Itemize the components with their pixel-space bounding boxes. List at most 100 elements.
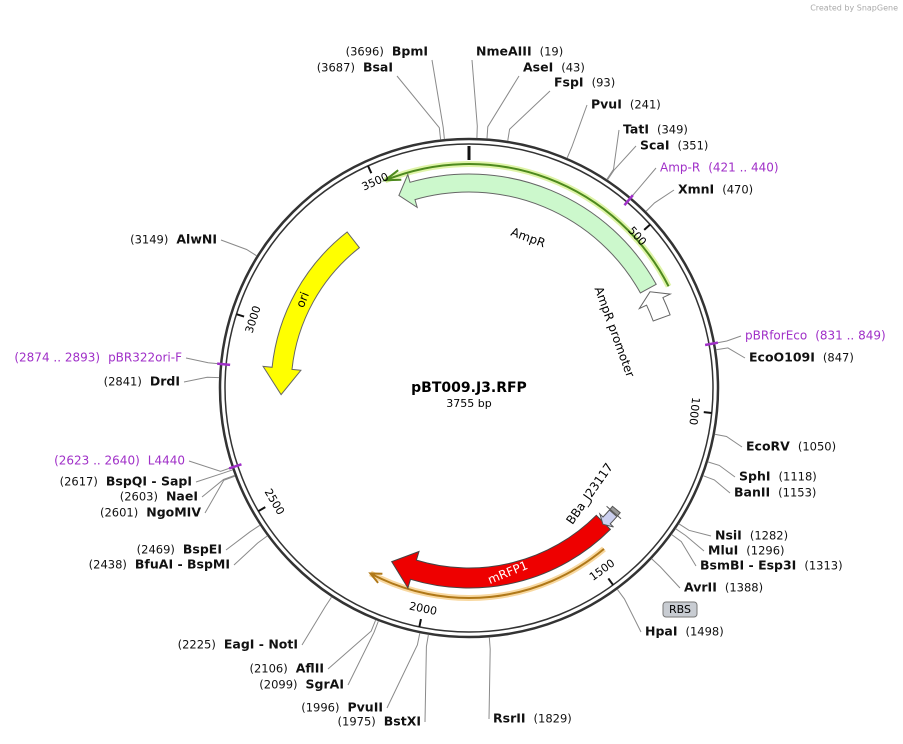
leader-line (702, 475, 731, 494)
label-position: (3149) (130, 233, 168, 247)
leader-line (327, 619, 377, 670)
label-name: FspI (554, 75, 584, 90)
feature-label: RBS (669, 603, 691, 616)
primer-mark (228, 463, 242, 470)
tick-mark (236, 313, 245, 318)
label-position: (2601) (100, 506, 138, 520)
leader-line (301, 596, 333, 646)
label-name: EcoO109I (749, 350, 815, 365)
label-name: RsrII (493, 711, 526, 726)
label-name: PvuI (591, 97, 622, 112)
label-position: (351) (678, 139, 709, 153)
mrfp1-arrow (390, 514, 612, 590)
leader-line (714, 433, 743, 448)
label-name: SphI (739, 469, 771, 484)
feature-label: ori (293, 290, 312, 310)
leader-line (678, 523, 712, 537)
tick-label: 2500 (262, 486, 287, 517)
label-name: HpaI (645, 624, 678, 639)
backbone-inner (224, 143, 714, 633)
label-position: (3687) (317, 61, 355, 75)
label-position: (1153) (778, 486, 816, 500)
label-position: (1118) (779, 470, 817, 484)
label-position: (2099) (259, 678, 297, 692)
label-position: (1498) (686, 625, 724, 639)
label-name: pBR322ori-F (108, 351, 182, 365)
leader-line (188, 460, 233, 472)
label-position: (831 .. 849) (815, 329, 885, 343)
label-position: (470) (722, 183, 753, 197)
label-position: (2106) (250, 662, 288, 676)
label-position: (349) (657, 123, 688, 137)
label-position: (1996) (301, 701, 339, 715)
label-position: (2874 .. 2893) (14, 351, 100, 365)
label-name: DrdI (150, 374, 180, 389)
label-name: BfuAI - BspMI (135, 557, 230, 572)
tick-mark (703, 411, 712, 414)
label-name: Amp-R (660, 161, 700, 175)
leader-line (714, 335, 742, 344)
leader-line (201, 474, 235, 498)
leader-line (185, 357, 221, 365)
label-name: SgrAI (306, 677, 344, 692)
label-position: (19) (540, 45, 564, 59)
leader-line (204, 475, 236, 514)
leader-line (431, 59, 445, 140)
label-position: (2841) (104, 375, 142, 389)
label-name: AlwNI (176, 232, 217, 247)
label-name: XmnI (678, 182, 714, 197)
leader-line (220, 239, 258, 257)
label-name: ScaI (640, 138, 670, 153)
label-name: PvuII (347, 700, 383, 715)
leader-line (507, 90, 551, 142)
leader-line (566, 104, 588, 159)
tick-mark (643, 223, 651, 231)
label-position: (1050) (798, 440, 836, 454)
label-position: (1313) (804, 559, 842, 573)
label-name: NaeI (166, 489, 198, 504)
feature-label: AmpR promoter (592, 285, 638, 379)
label-name: NgoMIV (146, 505, 201, 520)
tick-mark (607, 577, 614, 586)
label-position: (1282) (750, 529, 788, 543)
label-position: (2225) (178, 638, 216, 652)
tick-label: 1000 (686, 397, 702, 426)
leader-line (675, 528, 705, 552)
label-position: (3696) (346, 45, 384, 59)
label-position: (421 .. 440) (708, 161, 778, 175)
leader-line (671, 534, 697, 567)
tick-mark (367, 165, 373, 174)
label-name: L4440 (148, 454, 185, 468)
leader-line (195, 469, 233, 483)
leader-line (488, 637, 491, 720)
label-position: (2623 .. 2640) (54, 454, 140, 468)
label-position: (43) (561, 61, 585, 75)
leader-line (606, 129, 620, 180)
leader-line (707, 461, 736, 478)
tick-label: 3000 (243, 304, 264, 335)
tick-mark (257, 506, 266, 513)
feature-label: AmpR (509, 225, 547, 250)
label-position: (93) (592, 76, 616, 90)
rbs-mark (606, 505, 622, 520)
label-position: (2438) (89, 558, 127, 572)
ampr-arrow (398, 172, 657, 294)
label-name: NmeAIII (476, 44, 532, 59)
label-name: pBRforEco (745, 329, 807, 343)
feature-line-head (382, 169, 402, 182)
label-name: NsiI (715, 528, 742, 543)
label-name: AflII (296, 661, 324, 676)
label-position: (2603) (120, 490, 158, 504)
label-name: BpmI (392, 44, 428, 59)
label-position: (2617) (60, 475, 98, 489)
label-name: BsmBI - Esp3I (700, 558, 796, 573)
tick-label: 2000 (408, 600, 438, 618)
label-position: (1975) (338, 715, 376, 729)
label-position: (1296) (746, 544, 784, 558)
label-name: MluI (708, 543, 738, 558)
promoter-small (598, 509, 618, 528)
label-name: BsaI (363, 60, 393, 75)
tick-mark (418, 618, 422, 628)
label-position: (2469) (137, 543, 175, 557)
